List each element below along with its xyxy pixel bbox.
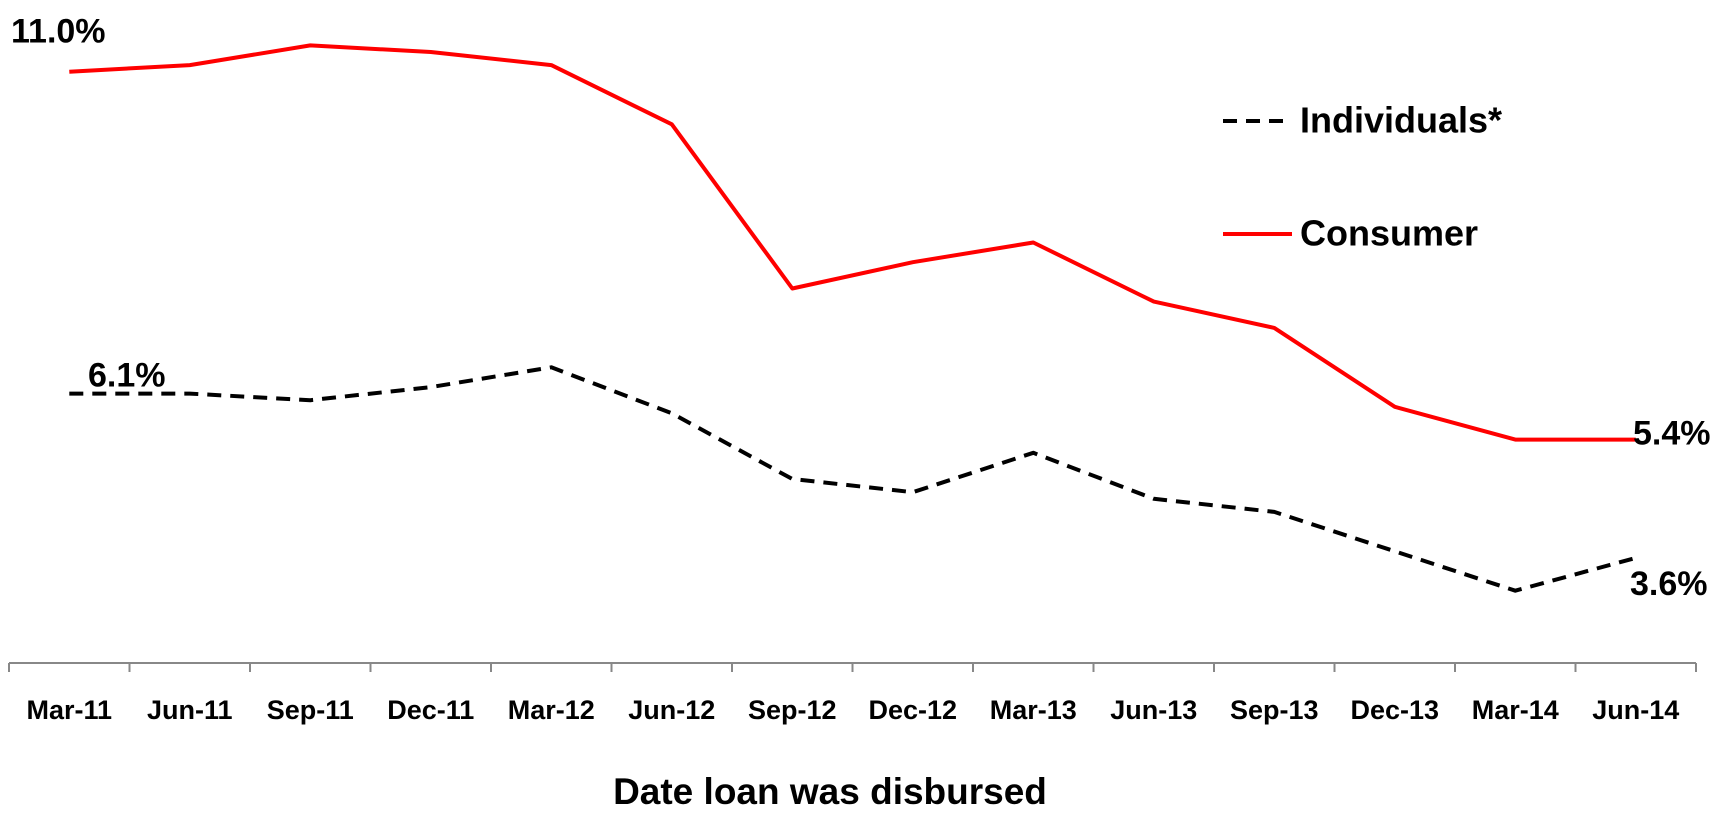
- line-series: [69, 365, 1637, 593]
- x-tick-label: Jun-13: [1110, 695, 1197, 725]
- line-series: [69, 43, 1636, 442]
- x-tick-label: Dec-11: [387, 695, 474, 725]
- data-label: 11.0%: [11, 13, 106, 51]
- x-tick-label: Mar-11: [26, 695, 112, 725]
- legend-label: Individuals*: [1300, 100, 1502, 141]
- x-tick-label: Sep-13: [1230, 695, 1319, 725]
- legend-label: Consumer: [1300, 213, 1478, 254]
- x-axis-label: Date loan was disbursed: [613, 771, 1047, 812]
- data-label: 3.6%: [1630, 565, 1708, 603]
- data-label: 6.1%: [88, 357, 166, 395]
- x-tick-label: Sep-12: [748, 695, 837, 725]
- x-tick-label: Jun-12: [628, 695, 715, 725]
- x-tick-label: Mar-13: [990, 695, 1077, 725]
- x-tick-label: Dec-13: [1350, 695, 1439, 725]
- x-tick-label: Sep-11: [267, 695, 354, 725]
- x-tick-label: Jun-14: [1592, 695, 1679, 725]
- x-tick-label: Dec-12: [868, 695, 957, 725]
- data-label: 5.4%: [1633, 415, 1711, 453]
- x-tick-label: Jun-11: [147, 695, 233, 725]
- x-tick-label: Mar-12: [508, 695, 595, 725]
- x-tick-label: Mar-14: [1472, 695, 1559, 725]
